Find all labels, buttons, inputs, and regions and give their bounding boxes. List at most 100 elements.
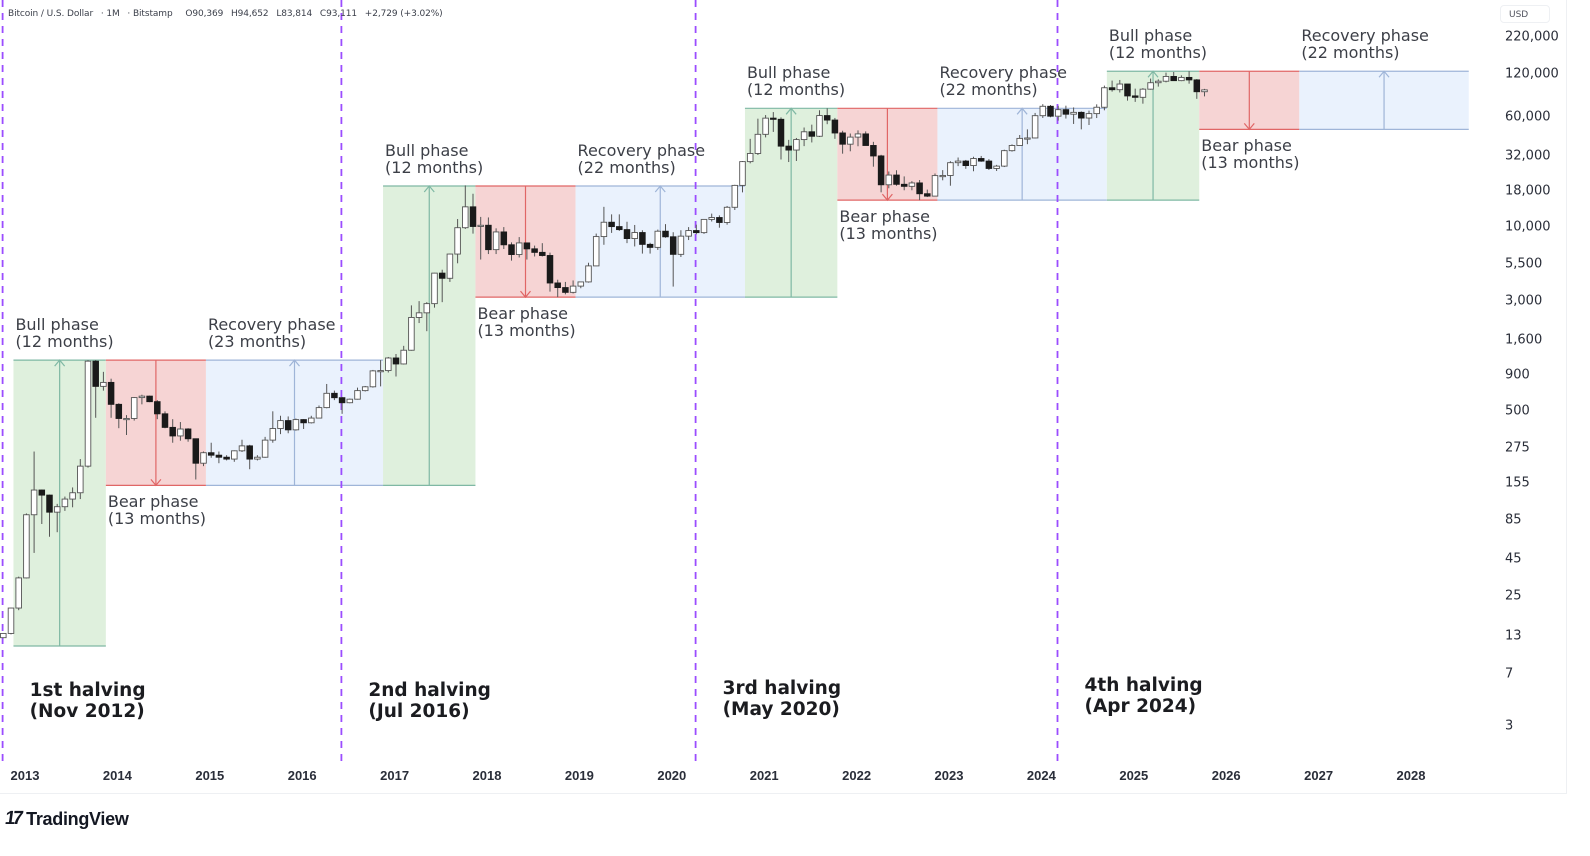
candle <box>1085 110 1093 125</box>
candle-body-up <box>1139 88 1147 98</box>
legend-symbol[interactable]: Bitcoin / U.S. Dollar · 1M · Bitstamp <box>8 9 173 19</box>
candle-body-down <box>161 413 169 428</box>
candle-body-down <box>616 226 623 231</box>
candle <box>300 419 307 430</box>
price-tick-label: 25 <box>1505 588 1522 604</box>
candle-body-down <box>192 438 200 464</box>
halving-date: (May 2020) <box>722 699 840 720</box>
candle-body-down <box>1185 76 1193 81</box>
candle-body-up <box>592 236 600 267</box>
phase-name: Bull phase <box>385 141 469 161</box>
candle-body-up <box>847 136 854 145</box>
candle-body-up <box>61 498 69 508</box>
candle <box>23 513 30 579</box>
year-tick-label: 2024 <box>1026 768 1056 783</box>
candle <box>1170 72 1177 82</box>
candle <box>462 185 469 229</box>
phase-name: Recovery phase <box>939 63 1067 83</box>
candle-body-down <box>562 287 569 293</box>
chart-frame[interactable] <box>0 0 1567 794</box>
candle-body-up <box>800 131 808 141</box>
tradingview-brand[interactable]: 17 TradingView <box>4 808 129 830</box>
phase-box-recovery <box>937 107 1107 201</box>
candle-body-up <box>1201 89 1208 93</box>
candle <box>446 253 454 282</box>
candle-body-up <box>446 253 454 279</box>
candle <box>716 215 723 228</box>
price-tick-label: 45 <box>1505 551 1522 567</box>
candle <box>931 173 939 197</box>
candle-body-down <box>1193 79 1201 93</box>
candle-body-up <box>970 158 977 167</box>
candle-body-up <box>731 184 739 208</box>
price-tick-label: 500 <box>1505 403 1530 419</box>
currency-badge[interactable]: USD <box>1500 5 1550 23</box>
candle <box>53 503 61 533</box>
price-tick-label: 32,000 <box>1505 148 1551 164</box>
price-tick-label: 900 <box>1505 367 1530 383</box>
candle-body-up <box>477 224 484 227</box>
candle-body-down <box>392 357 400 365</box>
phase-name: Bull phase <box>15 315 99 335</box>
candle-body-up <box>1116 83 1124 91</box>
candle <box>207 442 215 458</box>
candle <box>916 180 923 201</box>
candle <box>1101 85 1108 111</box>
candle-body-down <box>107 381 115 405</box>
candle-body-up <box>254 456 261 460</box>
symbol-legend: Bitcoin / U.S. Dollar · 1M · Bitstamp O9… <box>8 9 448 19</box>
candle <box>1016 135 1023 146</box>
phase-duration: (22 months) <box>577 158 676 178</box>
candle <box>585 262 592 283</box>
candle-body-down <box>716 217 723 223</box>
candle <box>277 415 284 435</box>
candle <box>877 154 885 193</box>
candle <box>870 141 877 167</box>
candle <box>246 444 253 470</box>
phase-duration: (22 months) <box>939 80 1038 100</box>
candle-body-down <box>500 231 508 246</box>
candle-body-up <box>308 417 315 424</box>
candle <box>469 193 477 234</box>
candle-body-down <box>1131 95 1139 98</box>
candle-body-up <box>577 281 585 287</box>
recovery-phase-label: Recovery phase (23 months) <box>208 316 336 350</box>
candle <box>985 159 993 171</box>
candle-body-down <box>831 119 839 134</box>
candle <box>823 108 831 125</box>
candle-body-down <box>1170 76 1177 82</box>
year-tick-label: 2019 <box>564 768 594 783</box>
phase-box-bear <box>475 185 576 299</box>
candle <box>616 214 623 231</box>
year-tick-label: 2026 <box>1211 768 1241 783</box>
candle <box>346 398 354 404</box>
candle <box>261 436 269 458</box>
arrow-down-icon <box>520 290 531 299</box>
candle <box>292 418 300 431</box>
candle-body-down <box>808 131 816 137</box>
candle <box>808 124 816 143</box>
candle-body-down <box>770 117 777 120</box>
candle-body-up <box>69 492 76 500</box>
candle <box>669 232 677 287</box>
recovery-phase-label: Recovery phase (22 months) <box>578 142 706 176</box>
candle <box>361 385 369 392</box>
candle-body-up <box>993 165 1000 169</box>
candle <box>238 439 246 453</box>
candle-body-up <box>354 390 361 400</box>
candle <box>123 415 130 436</box>
phase-duration: (12 months) <box>746 80 846 100</box>
arrow-up-icon <box>654 185 666 193</box>
candle <box>977 155 985 162</box>
price-chart[interactable] <box>0 0 1566 793</box>
candle <box>531 245 538 257</box>
halving-date: (Apr 2024) <box>1084 696 1197 717</box>
candle-body-down <box>331 392 338 399</box>
candle <box>708 213 715 222</box>
candle-body-up <box>1008 145 1016 152</box>
phase-duration: (22 months) <box>1301 43 1400 63</box>
candle-body-down <box>438 272 446 279</box>
phase-box-bear <box>1199 70 1300 131</box>
halving-label-4: 4th halving (Apr 2024) <box>1085 675 1203 717</box>
candle <box>192 438 200 480</box>
